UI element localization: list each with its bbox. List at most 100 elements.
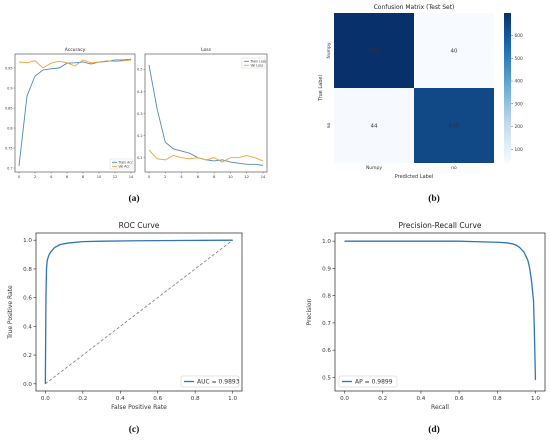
x-tick-label: 0.0: [41, 396, 50, 402]
x-tick-label: 0.2: [378, 396, 387, 402]
curve-line: [344, 240, 537, 381]
x-tick-label: 0.6: [153, 396, 162, 402]
x-tick-label: 1.0: [531, 396, 540, 402]
chart-title: Loss: [201, 47, 212, 53]
x-tick-label: 2: [34, 175, 36, 179]
y-tick-label: 0.85: [5, 106, 13, 110]
legend-label: AUC = 0.9893: [197, 379, 240, 386]
cell-value: 639: [449, 124, 460, 130]
plot-frame: [35, 232, 243, 392]
y-axis-label: Precision: [306, 298, 313, 325]
x-tick-label: 0.2: [78, 396, 87, 402]
legend-label: Train Loss: [250, 60, 267, 64]
colorbar: [504, 13, 511, 163]
cell-value: 699: [369, 49, 380, 55]
y-tick-label: 0.95: [5, 66, 13, 70]
y-tick-label: no: [327, 122, 332, 128]
x-tick-label: 2: [164, 175, 166, 179]
legend-label: Val Acc: [119, 165, 131, 169]
caption: (d): [428, 424, 440, 435]
y-tick-label: 0.8: [23, 267, 32, 273]
caption: (b): [428, 193, 440, 204]
x-tick-label: 4: [50, 175, 53, 179]
y-tick-label: 0.8: [322, 294, 331, 300]
x-tick-label: 8: [213, 175, 216, 179]
colorbar-tick-label: 100: [515, 147, 523, 153]
y-tick-label: 0.7: [322, 321, 331, 327]
chart-title: Accuracy: [65, 47, 86, 53]
chart-title: Confusion Matrix (Test Set): [374, 4, 455, 11]
x-tick-label: 0.6: [455, 396, 464, 402]
y-tick-label: 0.8: [7, 126, 12, 130]
x-tick-label: 14: [129, 175, 134, 179]
x-tick-label: 0: [18, 175, 21, 179]
y-tick-label: 1.0: [23, 238, 32, 244]
y-tick-label: Numpy: [326, 42, 332, 58]
x-tick-label: 0.0: [340, 396, 349, 402]
cell-value: 44: [371, 124, 378, 130]
heatmap-cell: [414, 88, 494, 163]
y-axis-label: True Positive Rate: [7, 285, 14, 340]
legend-box: [180, 375, 240, 388]
x-tick-label: no: [451, 166, 457, 171]
colorbar-tick-label: 300: [515, 101, 523, 107]
caption: (c): [129, 424, 140, 435]
y-tick-label: 0.2: [23, 353, 32, 359]
x-tick-label: 6: [197, 175, 200, 179]
legend-label: Val Loss: [251, 64, 264, 68]
y-tick-label: 1.0: [322, 239, 331, 245]
baseline-diagonal: [45, 239, 233, 385]
x-tick-label: 0: [148, 175, 151, 179]
y-tick-label: 0.9: [7, 86, 12, 90]
legend-box: [241, 57, 266, 69]
x-axis-label: False Positive Rate: [111, 404, 167, 411]
x-tick-label: 12: [113, 175, 118, 179]
x-axis-label: Recall: [431, 404, 449, 411]
x-tick-label: 4: [180, 175, 183, 179]
y-tick-label: 0.1: [137, 156, 142, 160]
y-tick-label: 0.75: [5, 146, 13, 150]
series-line-val-loss: [148, 149, 264, 163]
x-tick-label: 0.4: [416, 396, 425, 402]
chart-title: Precision-Recall Curve: [398, 221, 481, 230]
y-tick-label: 0.9: [322, 266, 331, 272]
legend-box: [338, 375, 398, 388]
colorbar-tick-label: 600: [515, 33, 523, 39]
plot-frame: [144, 53, 268, 173]
series-line-val-acc: [18, 59, 132, 69]
colorbar-tick-label: 500: [515, 56, 523, 62]
y-tick-label: 0.5: [322, 375, 331, 381]
x-tick-label: 0.4: [116, 396, 125, 402]
heatmap-cell: [334, 88, 414, 163]
heatmap-cell: [334, 13, 414, 88]
x-tick-label: 12: [244, 175, 249, 179]
plot-frame: [14, 53, 136, 173]
y-axis-label: True Label: [318, 75, 324, 102]
x-tick-label: 10: [228, 175, 233, 179]
legend-label: AP = 0.9899: [355, 379, 393, 386]
heatmap-cell: [414, 13, 494, 88]
caption: (a): [128, 193, 139, 204]
x-tick-label: 6: [66, 175, 69, 179]
chart-title: ROC Curve: [119, 221, 160, 230]
x-tick-label: 8: [82, 175, 85, 179]
x-tick-label: 0.8: [493, 396, 502, 402]
y-tick-label: 0.4: [137, 90, 142, 94]
y-tick-label: 0.6: [23, 296, 32, 302]
x-tick-label: 14: [261, 175, 266, 179]
curve-line: [44, 239, 233, 384]
x-tick-label: 0.8: [191, 396, 200, 402]
legend-label: Train Acc: [118, 161, 134, 165]
legend-box: [109, 158, 134, 170]
y-tick-label: 0.0: [23, 382, 32, 388]
cell-value: 40: [451, 49, 458, 55]
x-tick-label: Numpy: [366, 165, 382, 171]
y-tick-label: 0.2: [137, 134, 142, 138]
y-tick-label: 0.3: [137, 112, 142, 116]
plot-frame: [334, 232, 546, 392]
x-axis-label: Predicted Label: [395, 174, 434, 180]
colorbar-tick-label: 400: [515, 79, 523, 85]
colorbar-tick-label: 200: [515, 124, 523, 130]
y-tick-label: 0.5: [137, 68, 142, 72]
